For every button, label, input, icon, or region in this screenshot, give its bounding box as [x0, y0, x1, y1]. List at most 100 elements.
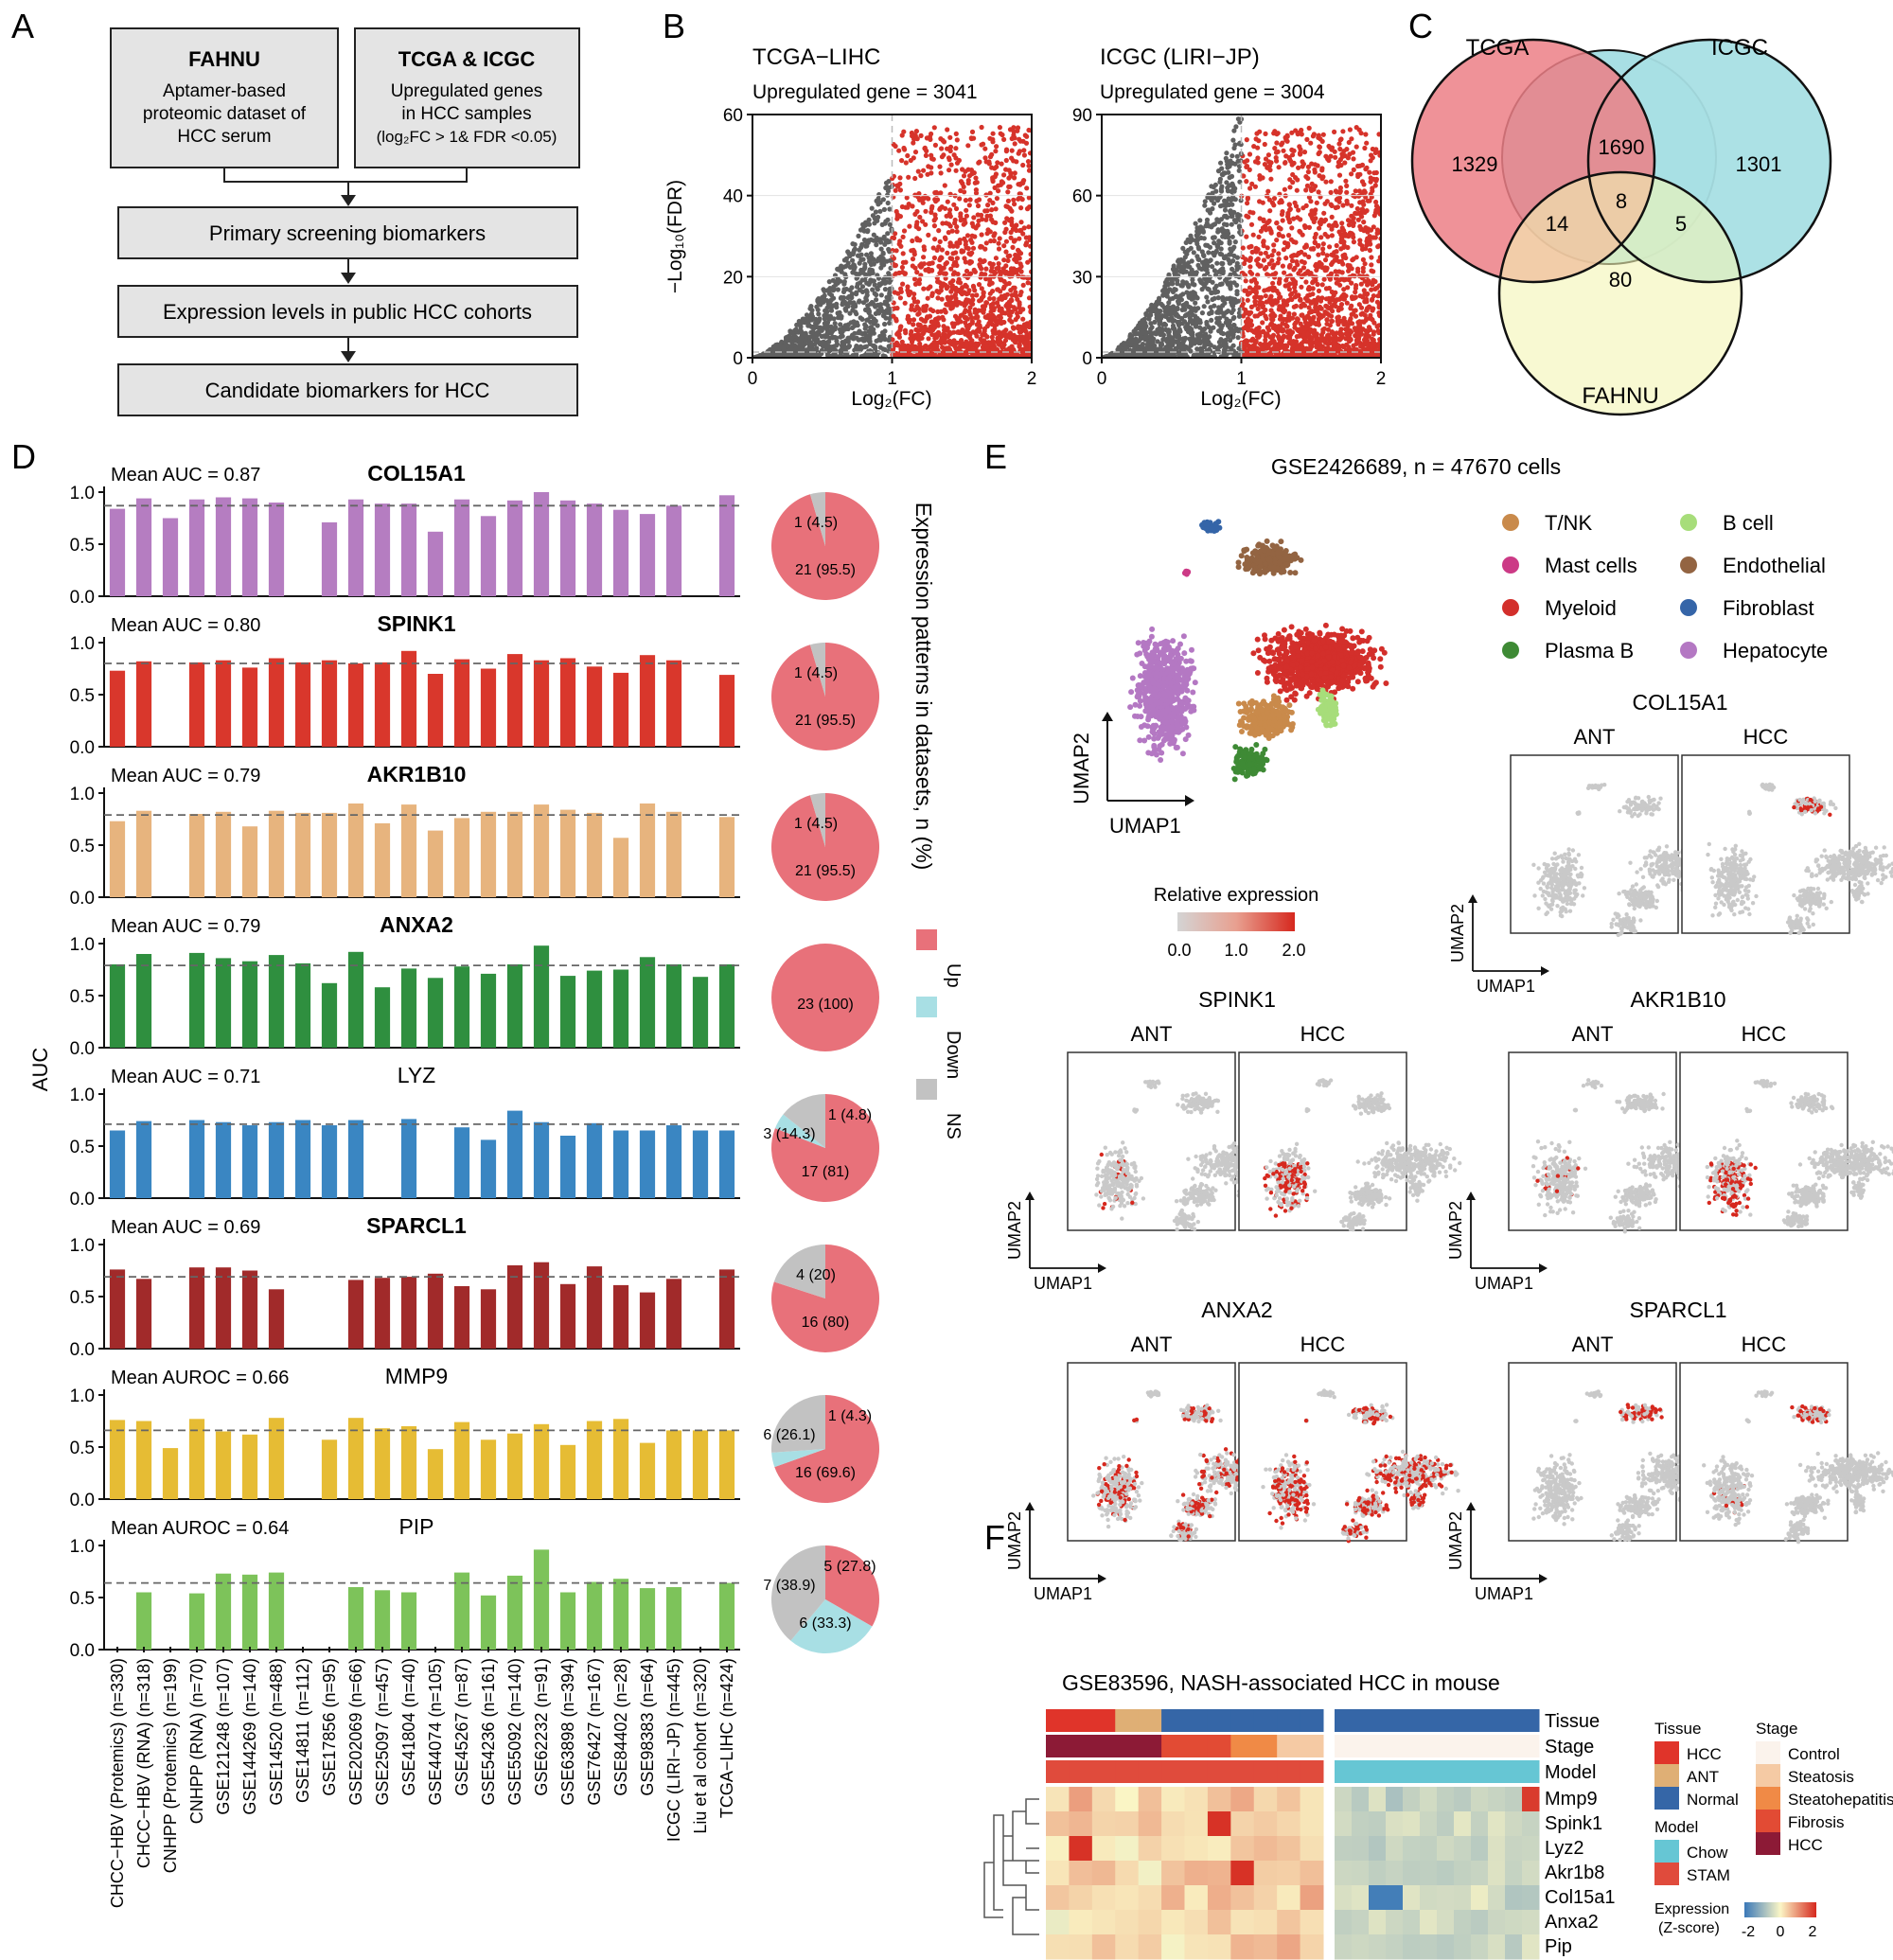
volcano-point-up: [1369, 268, 1374, 274]
volcano-point: [816, 311, 822, 317]
volcano-point-up: [1324, 317, 1330, 323]
volcano-point: [877, 344, 883, 350]
volcano-point-up: [1003, 157, 1009, 164]
volcano-point-up: [1260, 320, 1265, 326]
volcano-point: [1140, 344, 1145, 349]
volcano-point-up: [1026, 224, 1032, 230]
volcano-point-up: [1016, 150, 1021, 156]
volcano-point-up: [906, 174, 911, 180]
volcano-point-up: [1003, 249, 1009, 255]
volcano-point-up: [1355, 173, 1361, 180]
volcano-point: [845, 344, 851, 350]
volcano-point: [1190, 272, 1195, 277]
volcano-point-up: [1317, 144, 1322, 150]
volcano-point-up: [983, 314, 989, 320]
volcano-point: [1234, 217, 1240, 222]
volcano-point-up: [1322, 257, 1329, 263]
volcano-point-up: [964, 207, 969, 213]
volcano-point-up: [914, 136, 920, 142]
volcano-point-up: [1287, 177, 1293, 183]
merge-connector: [223, 168, 468, 197]
volcano-point-up: [935, 278, 941, 285]
volcano-point-up: [948, 289, 954, 294]
volcano-point-up: [917, 341, 923, 346]
volcano-point-up: [982, 208, 988, 214]
volcano-point: [884, 294, 890, 300]
volcano-point-up: [1006, 280, 1012, 287]
volcano-point-up: [1011, 197, 1017, 203]
volcano-point-up: [1371, 293, 1376, 299]
volcano-point-up: [1006, 168, 1012, 173]
volcano-point-up: [968, 300, 974, 306]
volcano-point: [840, 300, 846, 306]
volcano-point-up: [1012, 285, 1017, 291]
volcano-point: [817, 327, 823, 333]
volcano-point-up: [965, 143, 971, 149]
volcano-point-up: [995, 287, 1000, 292]
volcano-point-up: [1353, 144, 1359, 150]
volcano-point-up: [1006, 312, 1012, 318]
volcano-point-up: [1291, 216, 1297, 221]
volcano-point-up: [980, 340, 986, 345]
volcano-point-up: [1331, 253, 1336, 258]
volcano-point-up: [930, 245, 936, 251]
volcano-point-up: [1294, 187, 1300, 193]
volcano-point-up: [937, 206, 943, 212]
volcano-point-up: [1243, 278, 1248, 284]
volcano-point-up: [1011, 238, 1017, 244]
volcano-point-up: [983, 192, 989, 198]
volcano-point: [1220, 270, 1226, 276]
volcano-point: [849, 294, 855, 301]
volcano-point-up: [1369, 287, 1374, 292]
volcano-point-up: [1317, 150, 1322, 155]
volcano-point-up: [1280, 218, 1285, 223]
volcano-point: [1230, 153, 1235, 159]
volcano-point-up: [921, 168, 927, 173]
volcano-point-up: [967, 305, 973, 310]
volcano-point-up: [1256, 234, 1262, 239]
volcano-point-up: [954, 229, 960, 235]
volcano-point: [1195, 256, 1201, 262]
volcano-point-up: [974, 198, 980, 203]
volcano-point: [826, 291, 833, 296]
volcano-point-up: [1335, 204, 1340, 210]
volcano-ylabel: −Log₁₀(FDR): [664, 180, 686, 293]
volcano-point-up: [1007, 184, 1013, 189]
volcano-point-up: [1001, 257, 1007, 263]
volcano-point-up: [1252, 313, 1258, 319]
volcano-point-up: [1017, 309, 1023, 315]
volcano-point-up: [970, 223, 976, 229]
volcano-point-up: [914, 270, 920, 275]
volcano-point-up: [1360, 265, 1366, 271]
volcano-point-up: [1275, 260, 1281, 266]
volcano-point: [808, 304, 814, 309]
volcano-point-up: [1348, 316, 1353, 322]
volcano-point-up: [945, 333, 950, 340]
volcano-point: [827, 313, 834, 319]
volcano-point: [792, 333, 798, 339]
volcano-point-up: [968, 168, 974, 173]
volcano-point-up: [970, 283, 976, 289]
volcano-point: [862, 322, 868, 327]
volcano-point: [1188, 348, 1194, 354]
volcano-point-up: [910, 203, 915, 209]
volcano-point: [868, 325, 874, 331]
volcano-point: [884, 185, 890, 190]
volcano-point-up: [947, 256, 953, 261]
volcano-point-up: [996, 240, 1001, 246]
volcano-point-up: [941, 139, 947, 145]
volcano-point: [1164, 327, 1171, 334]
volcano-point-up: [981, 291, 986, 296]
volcano-point-up: [936, 290, 942, 295]
volcano-point-up: [958, 187, 964, 194]
volcano-point-up: [1258, 251, 1264, 256]
volcano-point: [867, 267, 873, 273]
volcano-point-up: [1324, 253, 1330, 258]
volcano-point-up: [973, 352, 979, 358]
volcano-point-up: [1343, 178, 1349, 184]
volcano-point-up: [990, 175, 996, 181]
volcano-point: [858, 330, 863, 336]
volcano-point-up: [946, 221, 952, 227]
volcano-point-up: [893, 248, 899, 254]
volcano-point-up: [932, 237, 938, 242]
